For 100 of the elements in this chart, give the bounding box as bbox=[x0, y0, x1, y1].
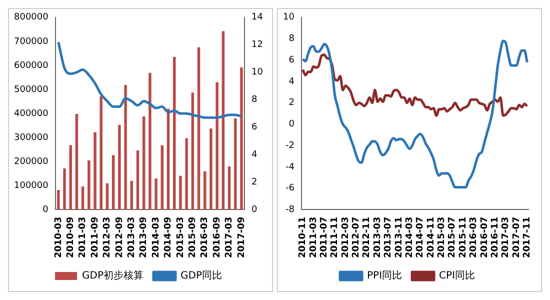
bar bbox=[118, 124, 121, 210]
bar bbox=[179, 176, 182, 210]
x-tick-label: 2010-03 bbox=[54, 216, 64, 258]
y-tick-label: 300000 bbox=[14, 132, 49, 143]
y-tick-label: 800000 bbox=[14, 12, 49, 23]
bar bbox=[81, 186, 84, 210]
x-tick-label: 2017-07 bbox=[512, 216, 522, 258]
y-tick-label: 6 bbox=[288, 55, 295, 66]
y-tick-label: 500000 bbox=[14, 84, 49, 95]
y2-tick-label: 10 bbox=[252, 68, 264, 78]
x-tick-label: 2014-03 bbox=[404, 216, 415, 258]
x-tick-label: 2016-09 bbox=[212, 216, 222, 258]
bar bbox=[160, 145, 164, 210]
line-series bbox=[302, 40, 528, 189]
y-tick-label: 700000 bbox=[14, 36, 49, 47]
y2-tick-label: 14 bbox=[252, 12, 264, 23]
bar bbox=[240, 67, 243, 210]
x-tick-label: 2013-11 bbox=[394, 216, 404, 258]
y-tick-label: 0 bbox=[288, 120, 295, 130]
x-tick-label: 2014-03 bbox=[151, 216, 162, 258]
y-tick-label: -2 bbox=[285, 140, 294, 151]
x-tick-label: 2015-09 bbox=[188, 216, 198, 258]
y-tick-label: -4 bbox=[285, 162, 295, 172]
x-tick-label: 2012-09 bbox=[114, 216, 125, 258]
bar bbox=[75, 114, 78, 210]
bar bbox=[142, 116, 146, 210]
y2-tick-label: 2 bbox=[252, 178, 258, 188]
y2-tick-label: 6 bbox=[252, 122, 258, 133]
bar bbox=[234, 118, 237, 210]
x-tick-label: 2016-03 bbox=[469, 216, 480, 258]
y-tick-label: 2 bbox=[288, 98, 294, 108]
x-tick-label: 2011-11 bbox=[330, 216, 340, 258]
x-tick-label: 2017-09 bbox=[236, 216, 247, 258]
bar bbox=[88, 160, 90, 210]
x-tick-label: 2012-03 bbox=[340, 216, 351, 258]
x-tick-label: 2017-03 bbox=[501, 216, 512, 258]
x-tick-label: 2015-11 bbox=[458, 216, 468, 258]
y-tick-label: -8 bbox=[285, 205, 295, 216]
legend-label: GDP同比 bbox=[180, 270, 222, 282]
bar bbox=[185, 138, 188, 210]
bar bbox=[222, 31, 225, 210]
x-tick-label: 2014-07 bbox=[416, 216, 426, 258]
bar bbox=[130, 180, 134, 210]
y-tick-label: 4 bbox=[288, 76, 295, 87]
y-tick-label: -6 bbox=[285, 184, 295, 194]
bar bbox=[228, 166, 231, 210]
x-tick-label: 2012-07 bbox=[352, 216, 362, 258]
line-series bbox=[57, 40, 243, 119]
y-tick-label: 200000 bbox=[14, 156, 49, 167]
y2-tick-label: 4 bbox=[252, 150, 258, 160]
x-tick-label: 2017-03 bbox=[224, 216, 235, 258]
x-tick-label: 2011-09 bbox=[90, 216, 100, 258]
bar bbox=[63, 168, 66, 210]
x-tick-label: 2011-03 bbox=[78, 216, 88, 258]
x-tick-label: 2016-11 bbox=[490, 216, 500, 258]
bar bbox=[197, 47, 200, 210]
x-tick-label: 2012-11 bbox=[362, 216, 372, 258]
bar bbox=[57, 190, 60, 210]
y-tick-label: 10 bbox=[283, 12, 295, 23]
x-tick-label: 2011-07 bbox=[320, 216, 330, 258]
x-tick-label: 2013-09 bbox=[139, 216, 150, 258]
y-tick-label: 8 bbox=[288, 34, 295, 44]
x-tick-label: 2010-09 bbox=[66, 216, 76, 258]
y2-tick-label: 8 bbox=[252, 95, 258, 106]
bar bbox=[100, 96, 102, 210]
x-tick-label: 2013-07 bbox=[384, 216, 394, 258]
bar bbox=[148, 72, 152, 210]
bar bbox=[136, 150, 140, 210]
y-tick-label: 400000 bbox=[14, 108, 49, 119]
x-tick-label: 2012-03 bbox=[102, 216, 113, 258]
x-tick-label: 2015-03 bbox=[176, 216, 186, 258]
bar bbox=[112, 155, 115, 210]
bar bbox=[210, 128, 212, 210]
legend-label: GDP初步核算 bbox=[82, 270, 144, 282]
line-series bbox=[302, 54, 528, 117]
bar bbox=[94, 132, 96, 210]
x-tick-label: 2014-09 bbox=[164, 216, 174, 258]
x-tick-label: 2011-03 bbox=[308, 216, 319, 258]
x-tick-label: 2013-03 bbox=[372, 216, 383, 258]
y2-tick-label: 0 bbox=[252, 205, 258, 216]
bar bbox=[216, 82, 218, 210]
x-tick-label: 2010-11 bbox=[298, 216, 308, 258]
x-tick-label: 2016-07 bbox=[480, 216, 490, 258]
x-tick-label: 2015-07 bbox=[448, 216, 458, 258]
bar bbox=[204, 171, 206, 210]
x-tick-label: 2016-03 bbox=[200, 216, 210, 258]
x-tick-label: 2014-11 bbox=[426, 216, 436, 258]
x-tick-label: 2017-11 bbox=[522, 216, 533, 258]
legend-label: CPI同比 bbox=[439, 270, 475, 282]
bar bbox=[69, 145, 72, 210]
bar bbox=[124, 84, 127, 210]
legend-label: PPI同比 bbox=[367, 270, 402, 282]
bar bbox=[154, 178, 158, 210]
y-tick-label: 600000 bbox=[14, 60, 49, 71]
y2-tick-label: 12 bbox=[252, 40, 263, 50]
x-tick-label: 2013-03 bbox=[126, 216, 137, 258]
bar bbox=[106, 183, 109, 210]
x-tick-label: 2015-03 bbox=[437, 216, 448, 258]
y-tick-label: 0 bbox=[42, 205, 49, 216]
y-tick-label: 100000 bbox=[14, 181, 49, 191]
